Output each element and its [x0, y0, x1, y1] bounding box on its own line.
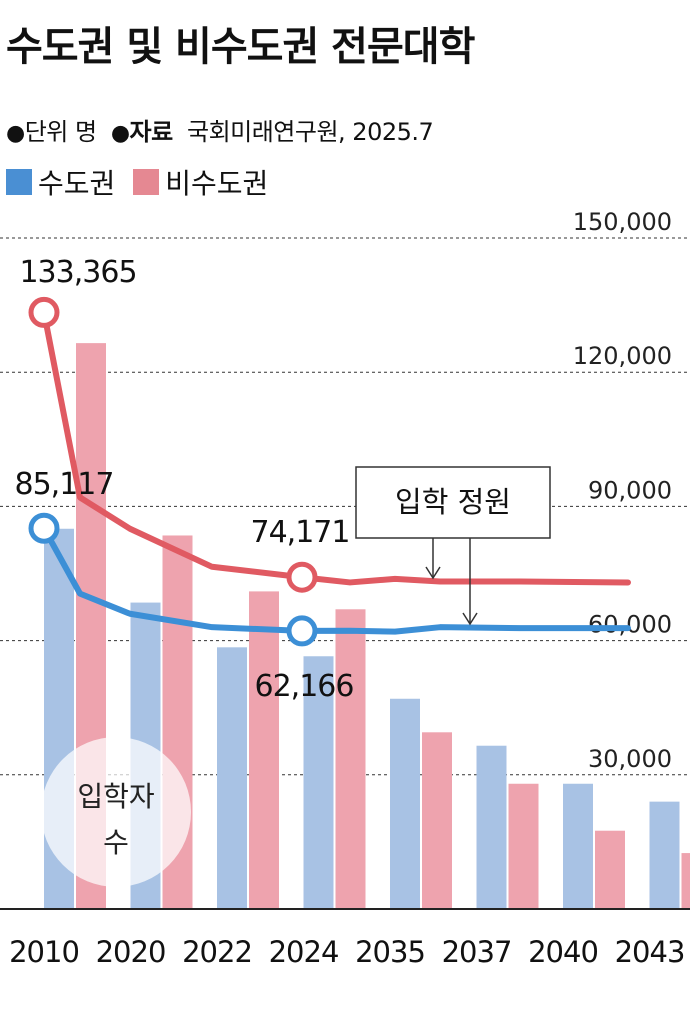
bar-noncapital	[595, 830, 625, 909]
line-capital	[41, 525, 631, 635]
source-text: 국회미래연구원, 2025.7	[186, 118, 434, 146]
data-marker	[286, 561, 318, 593]
chart-meta: ●단위 명 ●자료 국회미래연구원, 2025.7	[6, 112, 434, 147]
source-label: 자료	[129, 118, 174, 146]
x-tick-label: 2022	[182, 935, 252, 969]
y-tick-label: 30,000	[588, 745, 672, 773]
bar-capital	[476, 745, 507, 909]
y-tick-label: 90,000	[588, 476, 672, 504]
data-label: 133,365	[19, 255, 136, 290]
data-marker	[28, 296, 60, 328]
data-label: 74,171	[251, 515, 350, 550]
chart-title: 수도권 및 비수도권 전문대학	[6, 24, 475, 70]
x-tick-label: 2035	[355, 935, 425, 969]
data-marker	[286, 615, 318, 647]
unit-bullet-icon: ●	[6, 121, 25, 146]
lines-callout-box	[355, 466, 551, 539]
bar-noncapital	[335, 609, 366, 909]
bar-annotation-line2: 수	[103, 826, 129, 859]
unit-text: 단위 명	[24, 118, 97, 146]
legend-swatch-noncapital	[133, 169, 160, 195]
callout-arrow-noncapital-head	[425, 566, 441, 580]
x-tick-label: 2040	[528, 935, 598, 969]
bar-capital	[649, 801, 680, 909]
chart-legend: 수도권 비수도권	[6, 162, 286, 202]
legend-label-noncapital: 비수도권	[165, 167, 269, 200]
x-tick-label: 2020	[96, 935, 166, 969]
x-tick-label: 2010	[9, 935, 79, 969]
legend-label-capital: 수도권	[38, 167, 116, 200]
source-bullet-icon: ●	[110, 121, 130, 146]
x-tick-label: 2043	[615, 935, 685, 969]
bar-noncapital	[422, 732, 452, 909]
y-tick-label: 60,000	[588, 611, 672, 639]
bar-noncapital	[249, 591, 279, 909]
y-tick-label: 150,000	[573, 208, 672, 236]
callout-arrow-capital-head	[462, 612, 478, 626]
bar-noncapital	[508, 783, 539, 909]
bar-annotation-line1: 입학자	[77, 780, 154, 813]
bar-annotation-bubble	[41, 737, 191, 887]
data-label: 85,117	[15, 467, 114, 502]
lines-callout-label: 입학 정원	[395, 485, 511, 519]
bar-capital	[390, 698, 420, 909]
line-noncapital	[41, 309, 631, 586]
bar-capital	[303, 656, 334, 909]
legend-swatch-capital	[6, 169, 32, 195]
legend-item-noncapital: 비수도권	[133, 162, 268, 202]
bar-capital	[563, 783, 593, 909]
y-tick-label: 120,000	[573, 342, 672, 370]
data-label: 62,166	[255, 669, 354, 704]
legend-item-capital: 수도권	[6, 162, 115, 202]
x-tick-label: 2024	[269, 935, 339, 969]
data-marker	[28, 512, 60, 544]
bar-noncapital	[681, 853, 690, 909]
bar-capital	[217, 647, 247, 909]
x-tick-label: 2037	[442, 935, 512, 969]
